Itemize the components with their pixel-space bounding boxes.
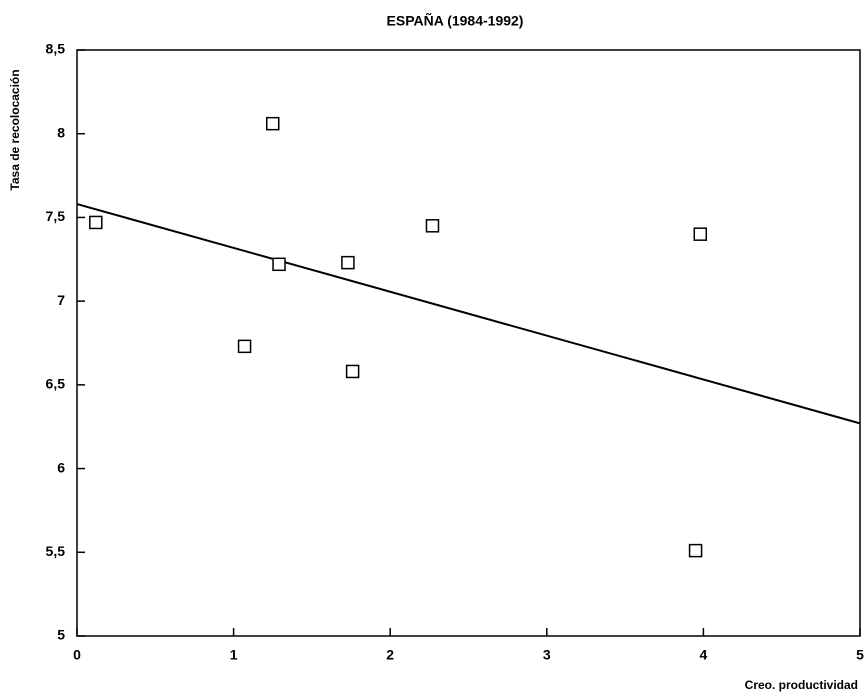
point (89, 215, 103, 230)
y-tick-label: 7 (57, 292, 65, 308)
point (693, 227, 708, 241)
x-tick-label: 0 (73, 647, 81, 663)
point (266, 116, 280, 131)
y-axis-label: Tasa de recolocación (8, 69, 22, 190)
point (688, 543, 703, 558)
chart-title: ESPAÑA (1984-1992) (387, 12, 524, 29)
point (272, 257, 286, 272)
y-tick-label: 8 (57, 124, 65, 140)
trend-line (76, 203, 861, 425)
x-tick-label: 1 (230, 647, 238, 663)
point (345, 364, 360, 379)
y-tick-label: 6,5 (46, 376, 66, 392)
x-tick-label: 5 (856, 647, 864, 663)
plot-frame (76, 49, 861, 637)
point (341, 255, 355, 270)
x-tick-label: 3 (543, 647, 551, 663)
point (237, 339, 252, 354)
x-tick-label: 2 (386, 647, 394, 663)
y-tick-label: 5 (57, 627, 65, 643)
y-tick-label: 6 (57, 459, 65, 475)
y-tick-label: 8,5 (46, 41, 66, 57)
x-axis-label: Creo. productividad (745, 678, 858, 692)
point (425, 219, 440, 233)
x-tick-label: 4 (700, 647, 708, 663)
y-tick-label: 7,5 (46, 208, 66, 224)
y-tick-label: 5,5 (46, 543, 66, 559)
